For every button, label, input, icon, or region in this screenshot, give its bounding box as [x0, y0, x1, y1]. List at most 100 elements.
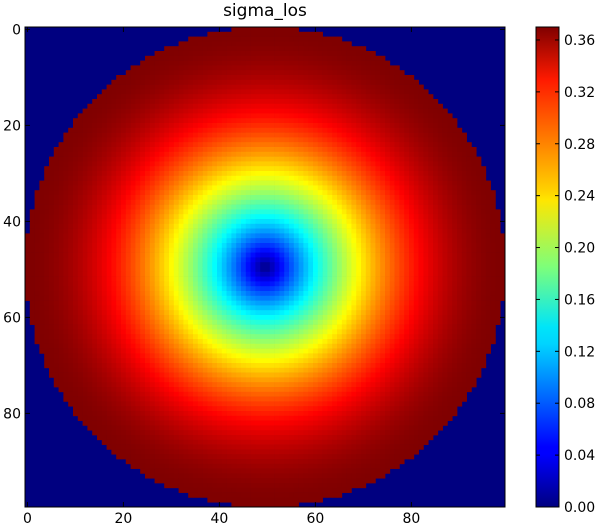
heatmap-cell	[53, 223, 59, 229]
heatmap-cell	[399, 147, 405, 153]
heatmap-cell	[183, 65, 189, 71]
heatmap-cell	[159, 147, 165, 153]
heatmap-cell	[58, 247, 64, 253]
heatmap-cell	[452, 291, 458, 297]
heatmap-cell	[63, 228, 69, 234]
heatmap-cell	[260, 267, 266, 273]
heatmap-cell	[476, 204, 482, 210]
heatmap-cell	[106, 171, 112, 177]
heatmap-cell	[106, 180, 112, 186]
heatmap-cell	[183, 204, 189, 210]
heatmap-cell	[284, 156, 290, 162]
heatmap-cell	[298, 103, 304, 109]
heatmap-cell	[159, 267, 165, 273]
heatmap-cell	[284, 175, 290, 181]
heatmap-cell	[298, 243, 304, 249]
heatmap-cell	[284, 257, 290, 263]
heatmap-cell	[409, 84, 415, 90]
heatmap-cell	[226, 267, 232, 273]
heatmap-cell	[159, 79, 165, 85]
heatmap-cell	[413, 118, 419, 124]
heatmap-cell	[308, 137, 314, 143]
heatmap-cell	[73, 118, 79, 124]
heatmap-cell	[73, 127, 79, 133]
heatmap-cell	[332, 257, 338, 263]
heatmap-cell	[140, 243, 146, 249]
heatmap-cell	[332, 60, 338, 66]
heatmap-cell	[245, 281, 251, 287]
heatmap-cell	[217, 31, 223, 37]
heatmap-cell	[313, 65, 319, 71]
heatmap-cell	[269, 295, 275, 301]
heatmap-cell	[154, 315, 160, 321]
heatmap-cell	[284, 310, 290, 316]
heatmap-cell	[404, 238, 410, 244]
heatmap-cell	[404, 214, 410, 220]
heatmap-cell	[370, 310, 376, 316]
heatmap-cell	[447, 291, 453, 297]
heatmap-cell	[159, 60, 165, 66]
heatmap-cell	[385, 199, 391, 205]
heatmap-cell	[135, 127, 141, 133]
heatmap-cell	[73, 257, 79, 263]
heatmap-cell	[404, 161, 410, 167]
heatmap-cell	[125, 175, 131, 181]
heatmap-cell	[428, 276, 434, 282]
heatmap-cell	[226, 142, 232, 148]
heatmap-cell	[260, 132, 266, 138]
heatmap-cell	[154, 209, 160, 215]
heatmap-cell	[308, 204, 314, 210]
heatmap-cell	[308, 161, 314, 167]
heatmap-cell	[298, 51, 304, 57]
heatmap-cell	[97, 195, 103, 201]
heatmap-cell	[375, 99, 381, 105]
heatmap-cell	[298, 65, 304, 71]
heatmap-cell	[337, 257, 343, 263]
heatmap-cell	[245, 41, 251, 47]
heatmap-cell	[303, 137, 309, 143]
heatmap-cell	[44, 295, 50, 301]
heatmap-cell	[356, 60, 362, 66]
heatmap-cell	[466, 156, 472, 162]
heatmap-cell	[183, 190, 189, 196]
heatmap-cell	[125, 243, 131, 249]
heatmap-cell	[106, 132, 112, 138]
heatmap-cell	[394, 281, 400, 287]
heatmap-cell	[173, 175, 179, 181]
heatmap-cell	[423, 204, 429, 210]
heatmap-cell	[274, 223, 280, 229]
heatmap-cell	[125, 199, 131, 205]
heatmap-cell	[308, 151, 314, 157]
heatmap-cell	[101, 123, 107, 129]
heatmap-cell	[154, 276, 160, 282]
heatmap-cell	[265, 175, 271, 181]
heatmap-cell	[106, 223, 112, 229]
heatmap-cell	[241, 276, 247, 282]
heatmap-cell	[92, 305, 98, 311]
heatmap-cell	[241, 51, 247, 57]
heatmap-cell	[173, 161, 179, 167]
heatmap-cell	[457, 151, 463, 157]
heatmap-cell	[260, 252, 266, 258]
heatmap-cell	[159, 204, 165, 210]
heatmap-cell	[471, 199, 477, 205]
heatmap-cell	[58, 267, 64, 273]
heatmap-cell	[73, 295, 79, 301]
heatmap-cell	[437, 204, 443, 210]
heatmap-cell	[385, 166, 391, 172]
heatmap-cell	[394, 190, 400, 196]
heatmap-cell	[269, 113, 275, 119]
heatmap-cell	[356, 84, 362, 90]
heatmap-cell	[116, 233, 122, 239]
heatmap-cell	[212, 252, 218, 258]
heatmap-cell	[409, 190, 415, 196]
heatmap-cell	[361, 315, 367, 321]
heatmap-cell	[490, 209, 496, 215]
heatmap-cell	[135, 209, 141, 215]
heatmap-cell	[265, 305, 271, 311]
heatmap-cell	[313, 41, 319, 47]
heatmap-cell	[245, 257, 251, 263]
heatmap-cell	[269, 305, 275, 311]
heatmap-cell	[169, 223, 175, 229]
heatmap-cell	[337, 209, 343, 215]
